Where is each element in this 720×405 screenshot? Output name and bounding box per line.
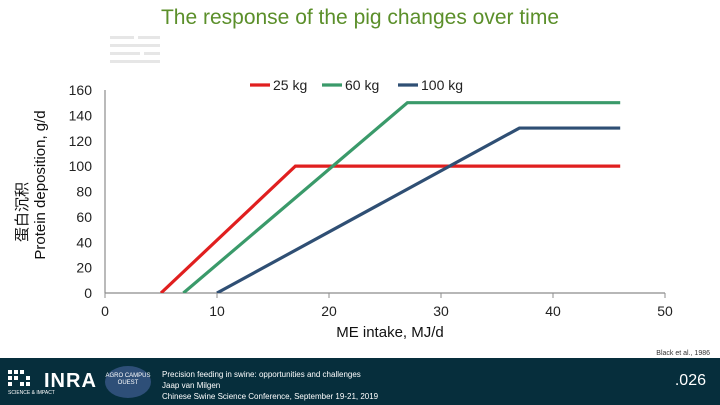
x-tick-label: 40 — [545, 303, 561, 319]
campus-logo: AGRO CAMPUS OUEST — [105, 366, 151, 398]
x-tick-label: 0 — [101, 303, 109, 319]
ticks: 0 10 20 30 40 50 0 20 40 60 80 100 120 140 160 — [69, 82, 673, 319]
y-axis-title-cn: 蛋白沉积 — [14, 182, 31, 242]
y-tick-label: 0 — [84, 285, 92, 301]
y-axis-title-group: Protein deposition, g/d 蛋白沉积 — [14, 110, 49, 259]
footer-line: Chinese Swine Science Conference, Septem… — [162, 392, 379, 401]
y-tick-label: 40 — [76, 234, 92, 250]
campus-logo-text: AGRO CAMPUS OUEST — [105, 373, 151, 386]
inra-mark-icon — [8, 370, 30, 386]
x-tick-label: 10 — [209, 303, 225, 319]
y-tick-label: 140 — [69, 107, 93, 123]
legend-label: 100 kg — [421, 77, 463, 93]
legend-label: 60 kg — [345, 77, 379, 93]
x-axis-title: ME intake, MJ/d — [336, 324, 444, 341]
slide-title: The response of the pig changes over tim… — [160, 6, 560, 29]
footer-line: Precision feeding in swine: opportunitie… — [162, 370, 361, 379]
y-tick-label: 160 — [69, 82, 93, 98]
y-tick-label: 100 — [69, 158, 93, 174]
footer-info: Precision feeding in swine: opportunitie… — [162, 369, 378, 402]
series-line-0 — [159, 164, 621, 293]
x-tick-label: 20 — [321, 303, 337, 319]
series-line-1 — [182, 101, 621, 293]
y-tick-label: 20 — [76, 260, 92, 276]
legend: 25 kg 60 kg 100 kg — [250, 77, 463, 93]
citation: Black et al., 1986 — [656, 350, 710, 357]
series-lines — [159, 101, 621, 293]
footer-line: Jaap van Milgen — [162, 381, 221, 390]
y-tick-label: 120 — [69, 133, 93, 149]
inra-logo-text: INRA — [44, 370, 97, 392]
watermark-decoration — [110, 36, 190, 76]
slide-number: .026 — [674, 372, 706, 389]
y-axis-title: Protein deposition, g/d — [32, 110, 49, 259]
series-line-2 — [216, 126, 621, 293]
inra-logo-subtext: SCIENCE & IMPACT — [8, 390, 55, 396]
y-tick-label: 80 — [76, 184, 92, 200]
x-tick-label: 50 — [657, 303, 673, 319]
inra-logo: INRA SCIENCE & IMPACT — [6, 362, 96, 400]
y-tick-label: 60 — [76, 209, 92, 225]
x-tick-label: 30 — [433, 303, 449, 319]
legend-label: 25 kg — [273, 77, 307, 93]
axes — [104, 90, 665, 294]
